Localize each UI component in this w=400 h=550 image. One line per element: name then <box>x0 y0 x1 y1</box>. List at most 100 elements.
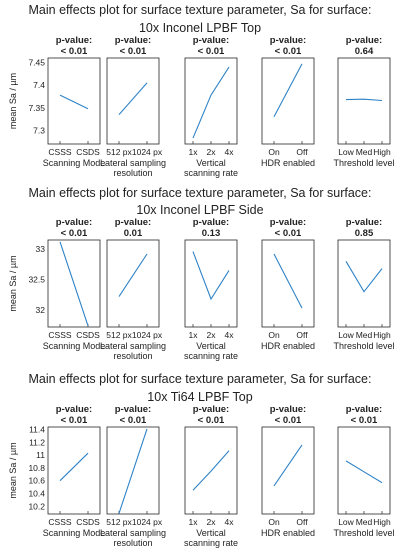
x-tick-label: Off <box>296 330 308 340</box>
pvalue-value: < 0.01 <box>275 46 302 57</box>
pvalue-label: p-value: <box>56 35 92 46</box>
pvalue-value: < 0.01 <box>61 228 88 239</box>
pvalue-label: p-value: <box>270 404 306 415</box>
x-tick-label: CSDS <box>76 517 100 527</box>
pvalue-value: < 0.01 <box>120 46 147 57</box>
pvalue-label: p-value: <box>270 217 306 228</box>
x-axis-label: resolution <box>113 351 152 361</box>
axes-box <box>47 426 101 515</box>
main-effect-line <box>118 253 148 297</box>
x-tick-label: 2x <box>207 147 217 157</box>
axes-box <box>261 57 315 145</box>
x-axis-label: Vertical <box>196 528 226 538</box>
axes-box <box>106 57 160 145</box>
y-tick-label: 11.4 <box>29 425 45 435</box>
main-effect-line <box>345 261 383 293</box>
chart-title: Main effects plot for surface texture pa… <box>29 372 372 386</box>
main-effect-line <box>118 82 148 115</box>
x-axis-label: Vertical <box>196 158 226 168</box>
x-tick-label: High <box>373 330 391 340</box>
pvalue-label: p-value: <box>346 404 382 415</box>
chart-subtitle: 10x Inconel LPBF Top <box>139 21 261 35</box>
x-tick-label: 1x <box>189 517 199 527</box>
x-tick-label: 1x <box>189 147 199 157</box>
x-tick-label: 1x <box>189 330 199 340</box>
axes-box <box>261 239 315 328</box>
pvalue-label: p-value: <box>270 35 306 46</box>
x-axis-label: Lateral sampling <box>100 528 166 538</box>
axes-box <box>47 57 101 145</box>
pvalue-value: < 0.01 <box>351 415 378 426</box>
pvalue-value: < 0.01 <box>120 415 147 426</box>
y-tick-label: 10.6 <box>28 476 45 486</box>
x-tick-label: On <box>268 147 280 157</box>
x-axis-label: Threshold level <box>333 341 394 351</box>
x-axis-label: scanning rate <box>184 168 238 178</box>
pvalue-value: < 0.01 <box>198 46 225 57</box>
y-tick-label: 7.45 <box>28 58 45 68</box>
x-tick-label: Off <box>296 517 308 527</box>
x-tick-label: On <box>268 517 280 527</box>
y-tick-label: 32.5 <box>28 275 45 285</box>
y-tick-label: 7.3 <box>33 125 45 135</box>
pvalue-value: < 0.01 <box>61 46 88 57</box>
x-tick-label: CSSS <box>48 330 71 340</box>
x-tick-label: CSSS <box>48 517 71 527</box>
axes-box <box>106 239 160 328</box>
y-tick-label: 11 <box>36 450 45 460</box>
main-effect-line <box>59 241 89 326</box>
pvalue-label: p-value: <box>115 35 151 46</box>
x-tick-label: 512 px <box>106 147 132 157</box>
axes-box <box>337 426 391 515</box>
y-tick-label: 10.4 <box>28 489 45 499</box>
y-tick-label: 7.35 <box>28 103 45 113</box>
x-axis-label: HDR enabled <box>261 341 315 351</box>
pvalue-label: p-value: <box>115 404 151 415</box>
main-effect-line <box>192 66 230 139</box>
y-tick-label: 10.8 <box>28 463 45 473</box>
x-axis-label: HDR enabled <box>261 158 315 168</box>
pvalue-label: p-value: <box>346 217 382 228</box>
pvalue-value: < 0.01 <box>275 228 302 239</box>
chart-block-3: Main effects plot for surface texture pa… <box>8 372 395 548</box>
x-tick-label: Med <box>356 517 373 527</box>
axes-box <box>261 426 315 515</box>
chart-title: Main effects plot for surface texture pa… <box>29 3 372 17</box>
x-tick-label: 1024 px <box>132 330 163 340</box>
x-axis-label: Scanning Mode <box>43 158 106 168</box>
x-tick-label: 512 px <box>106 517 132 527</box>
x-tick-label: 512 px <box>106 330 132 340</box>
x-tick-label: CSDS <box>76 330 100 340</box>
x-tick-label: 1024 px <box>132 147 163 157</box>
x-axis-label: Scanning Mode <box>43 341 106 351</box>
pvalue-value: 0.85 <box>355 228 374 239</box>
pvalue-label: p-value: <box>193 217 229 228</box>
main-effect-line <box>118 428 148 514</box>
x-tick-label: 4x <box>225 330 235 340</box>
y-tick-label: 32 <box>36 305 46 315</box>
x-tick-label: 4x <box>225 147 235 157</box>
x-axis-label: Lateral sampling <box>100 341 166 351</box>
pvalue-label: p-value: <box>193 35 229 46</box>
x-tick-label: 2x <box>207 330 217 340</box>
x-tick-label: 1024 px <box>132 517 163 527</box>
main-effect-line <box>59 94 89 110</box>
x-tick-label: Med <box>356 147 373 157</box>
x-tick-label: High <box>373 147 391 157</box>
x-axis-label: scanning rate <box>184 538 238 548</box>
x-axis-label: scanning rate <box>184 351 238 361</box>
chart-title: Main effects plot for surface texture pa… <box>29 186 372 200</box>
y-axis-label: mean Sa / µm <box>8 255 18 311</box>
x-tick-label: CSDS <box>76 147 100 157</box>
